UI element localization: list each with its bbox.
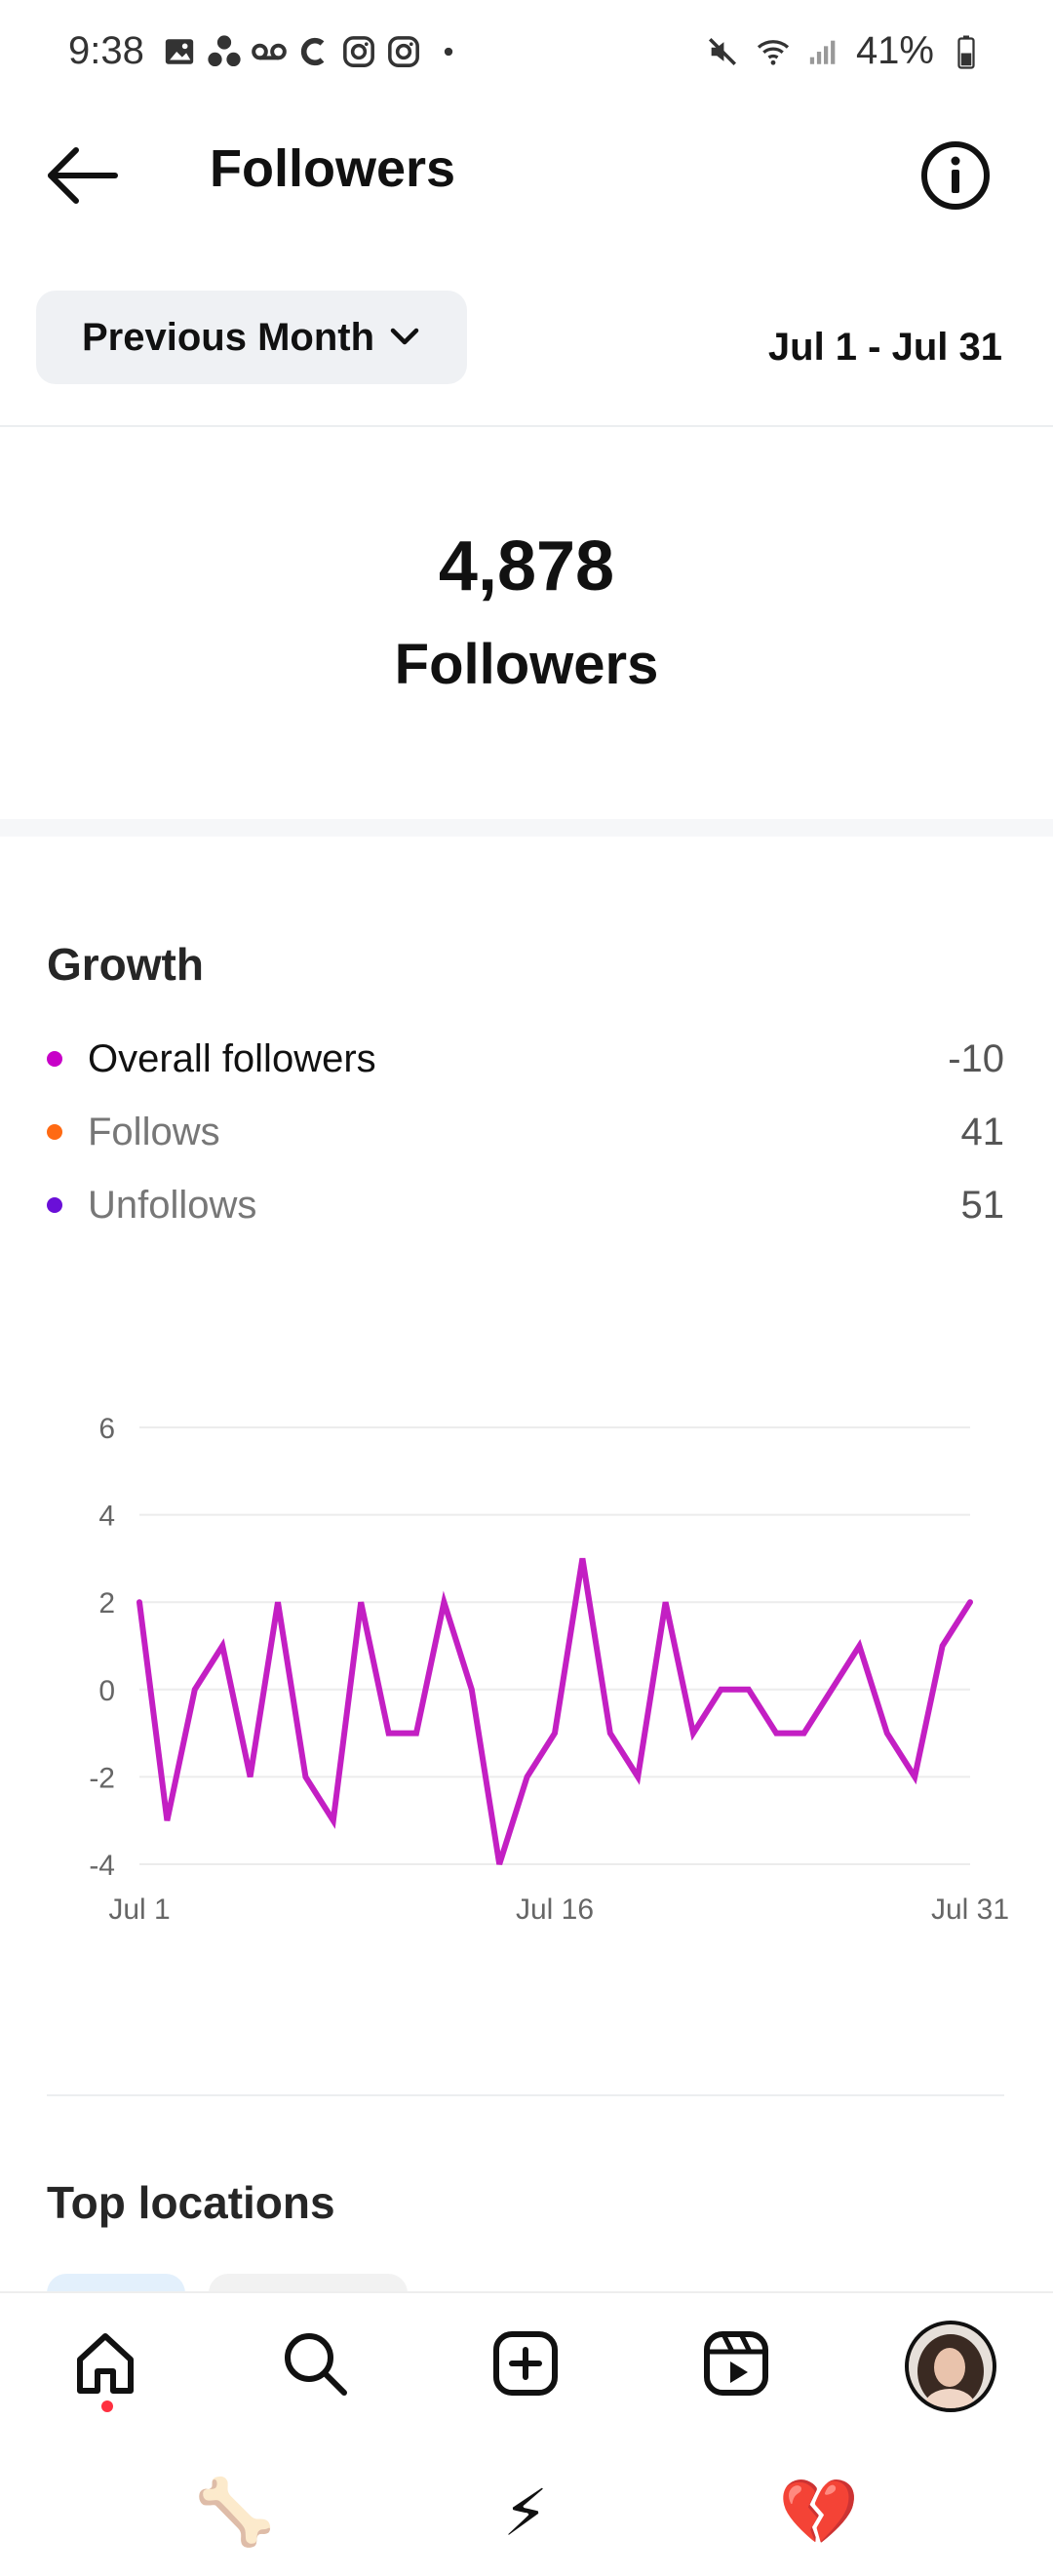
nav-home[interactable] xyxy=(58,2317,152,2410)
arrow-left-icon xyxy=(39,137,127,215)
back-button[interactable] xyxy=(39,137,127,215)
series-line xyxy=(139,1558,970,1864)
nav-reels[interactable] xyxy=(689,2317,783,2410)
battery-icon xyxy=(948,33,985,70)
mute-icon xyxy=(704,33,741,70)
y-tick-label: -4 xyxy=(89,1850,115,1882)
y-tick-label: 0 xyxy=(98,1675,115,1707)
bone-emoji: 🦴 xyxy=(191,2469,279,2556)
divider xyxy=(0,425,1053,427)
date-range: Jul 1 - Jul 31 xyxy=(768,326,1002,370)
legend-overall-followers: Overall followers -10 xyxy=(47,1030,1004,1088)
legend-dot xyxy=(47,1124,62,1140)
legend-name: Unfollows xyxy=(88,1184,961,1228)
y-tick-label: -2 xyxy=(89,1762,115,1794)
create-icon xyxy=(487,2324,565,2402)
search-icon xyxy=(276,2324,354,2402)
instagram-icon xyxy=(385,33,422,70)
x-tick-label: Jul 16 xyxy=(516,1893,594,1926)
x-tick-label: Jul 1 xyxy=(108,1893,170,1926)
signal-icon xyxy=(805,33,842,70)
followers-count: 4,878 xyxy=(0,527,1053,606)
status-system-icons: 41% xyxy=(704,29,985,73)
chevron-down-icon xyxy=(388,326,421,349)
period-selector[interactable]: Previous Month xyxy=(36,291,467,384)
voicemail-icon xyxy=(251,33,288,70)
growth-title: Growth xyxy=(47,938,204,991)
legend-dot xyxy=(47,1197,62,1213)
battery-percent: 41% xyxy=(856,29,934,73)
y-tick-label: 4 xyxy=(98,1501,115,1533)
divider xyxy=(47,2094,1004,2096)
instagram-icon xyxy=(340,33,377,70)
page-title: Followers xyxy=(210,138,455,199)
x-tick-label: Jul 31 xyxy=(931,1893,1009,1926)
reels-icon xyxy=(697,2324,775,2402)
dot-icon xyxy=(430,33,467,70)
avatar-image xyxy=(909,2324,993,2408)
status-notification-icons xyxy=(161,33,467,70)
top-locations-title: Top locations xyxy=(47,2176,335,2229)
y-tick-label: 6 xyxy=(98,1413,115,1445)
growth-line-chart: -4 -2 0 2 4 6 Jul 1 Jul 16 Jul 31 xyxy=(0,1385,1053,1931)
broken-heart-emoji: 💔 xyxy=(775,2469,863,2556)
legend-name: Overall followers xyxy=(88,1037,948,1081)
profile-avatar[interactable] xyxy=(905,2321,996,2412)
c-icon xyxy=(295,33,332,70)
lightning-emoji: ⚡ xyxy=(482,2469,569,2556)
info-button[interactable] xyxy=(916,137,994,215)
status-time: 9:38 xyxy=(68,29,144,73)
legend-unfollows: Unfollows 51 xyxy=(47,1176,1004,1234)
gallery-icon xyxy=(161,33,198,70)
legend-value: 51 xyxy=(961,1184,1005,1228)
dots-icon xyxy=(206,33,243,70)
followers-label: Followers xyxy=(0,632,1053,697)
y-tick-label: 2 xyxy=(98,1587,115,1620)
legend-value: 41 xyxy=(961,1111,1005,1154)
legend-dot xyxy=(47,1051,62,1067)
wifi-icon xyxy=(755,33,792,70)
home-icon xyxy=(66,2324,144,2402)
period-selector-label: Previous Month xyxy=(82,316,374,360)
legend-value: -10 xyxy=(948,1037,1004,1081)
legend-name: Follows xyxy=(88,1111,961,1154)
nav-search[interactable] xyxy=(268,2317,362,2410)
section-divider xyxy=(0,819,1053,837)
nav-create[interactable] xyxy=(479,2317,572,2410)
info-icon xyxy=(916,137,994,215)
notification-dot xyxy=(101,2400,113,2412)
legend-follows: Follows 41 xyxy=(47,1103,1004,1161)
